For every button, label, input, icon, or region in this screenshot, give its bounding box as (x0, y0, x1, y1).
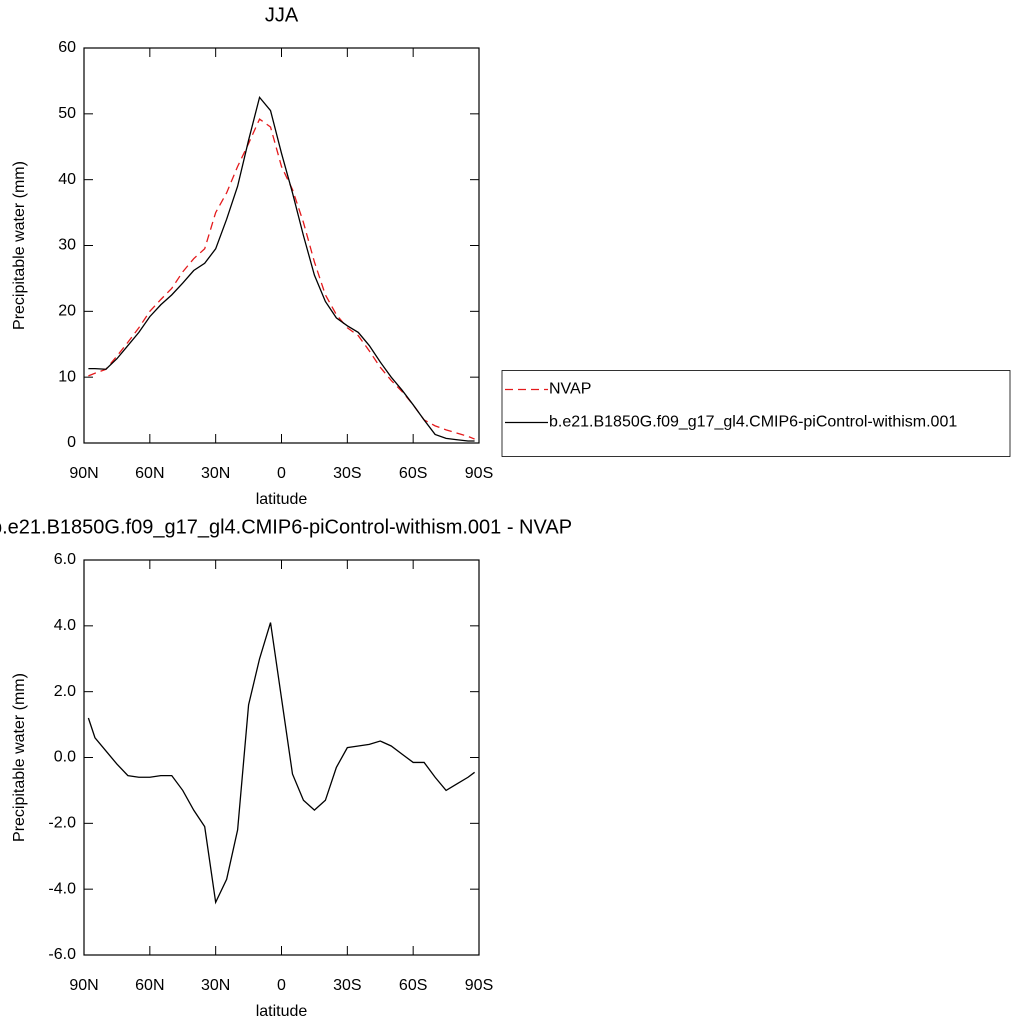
x-tick-label: 30N (201, 465, 230, 482)
x-tick-label: 90N (69, 465, 98, 482)
plot-frame (83, 47, 480, 444)
x-tick-label: 0 (277, 465, 286, 482)
x-tick-label: 60S (399, 465, 427, 482)
x-tick-label: 0 (277, 977, 286, 994)
data-line (87, 622, 476, 905)
y-tick-label: -2.0 (48, 815, 76, 832)
y-tick-label: 30 (58, 237, 76, 254)
x-axis-label: latitude (256, 1003, 308, 1020)
x-tick-label: 30N (201, 977, 230, 994)
y-tick-label: 60 (58, 39, 76, 56)
x-tick-label: 30S (333, 977, 361, 994)
x-tick-label: 30S (333, 465, 361, 482)
x-tick-label: 60S (399, 977, 427, 994)
x-tick-label: 60N (135, 465, 164, 482)
x-tick-label: 90S (465, 465, 493, 482)
chart-title: JJA (265, 4, 299, 26)
legend-label: b.e21.B1850G.f09_g17_gl4.CMIP6-piControl… (549, 414, 957, 431)
y-tick-label: 4.0 (54, 617, 76, 634)
x-tick-label: 60N (135, 977, 164, 994)
y-tick-label: 2.0 (54, 683, 76, 700)
chart-title: b.e21.B1850G.f09_g17_gl4.CMIP6-piControl… (0, 516, 572, 538)
y-tick-label: -4.0 (48, 880, 76, 897)
plot-frame (83, 559, 480, 956)
x-axis-label: latitude (256, 491, 308, 508)
legend-label: NVAP (549, 381, 591, 398)
legend-box (501, 370, 1011, 457)
data-line (88, 118, 475, 440)
y-tick-label: 10 (58, 368, 76, 385)
y-axis-label: Precipitable water (mm) (11, 161, 28, 330)
y-tick-label: 40 (58, 171, 76, 188)
y-tick-label: 6.0 (54, 551, 76, 568)
x-tick-label: 90N (69, 977, 98, 994)
y-axis-label: Precipitable water (mm) (11, 673, 28, 842)
y-tick-label: -6.0 (48, 946, 76, 963)
y-tick-label: 50 (58, 105, 76, 122)
y-tick-label: 0.0 (54, 749, 76, 766)
x-tick-label: 90S (465, 977, 493, 994)
y-tick-label: 0 (67, 434, 76, 451)
y-tick-label: 20 (58, 303, 76, 320)
data-line (88, 95, 475, 442)
